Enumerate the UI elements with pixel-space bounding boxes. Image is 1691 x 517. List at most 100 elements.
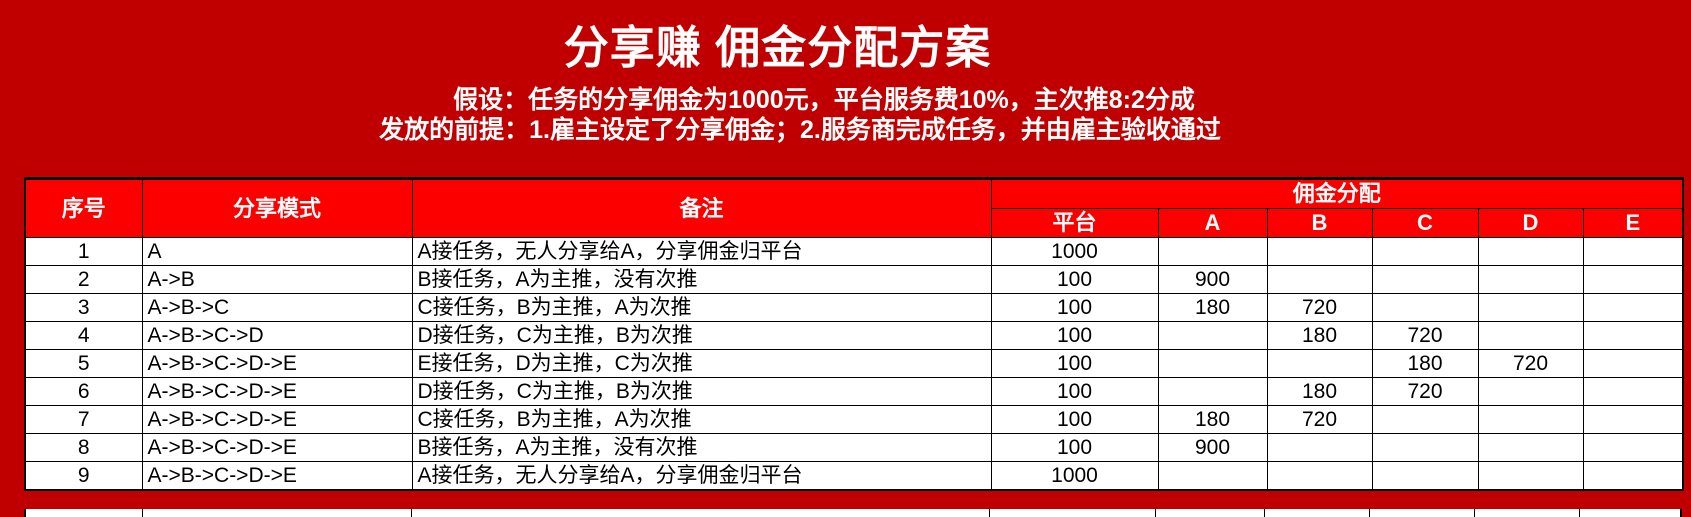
row-index-cell: 8 (24, 433, 143, 462)
platform-amount-cell: 1000 (990, 461, 1159, 491)
next-row-stub-cell (1156, 509, 1265, 517)
header-index: 序号 (24, 178, 143, 238)
remark-cell: A接任务，无人分享给A，分享佣金归平台 (411, 237, 992, 266)
a-amount-cell (1157, 377, 1268, 406)
share-mode-cell: A->B->C->D (141, 321, 413, 350)
d-amount-cell (1477, 433, 1584, 462)
header-d: D (1477, 208, 1584, 238)
row-index-cell: 9 (24, 461, 143, 491)
e-amount-cell (1582, 377, 1684, 406)
row-index-cell: 2 (24, 265, 143, 294)
share-mode-cell: A->B->C->D->E (141, 405, 413, 434)
b-amount-cell: 720 (1266, 405, 1373, 434)
d-amount-cell: 720 (1477, 349, 1584, 378)
table-header: 序号 分享模式 备注 佣金分配 平台 A B C D E (24, 178, 1684, 238)
table-row: 5 A->B->C->D->E E接任务，D为主推，C为次推 100 180 720 (24, 349, 1684, 378)
header-platform: 平台 (990, 208, 1159, 238)
a-amount-cell (1157, 237, 1268, 266)
remark-cell: D接任务，C为主推，B为次推 (411, 377, 992, 406)
platform-amount-cell: 100 (990, 321, 1159, 350)
d-amount-cell (1477, 405, 1584, 434)
e-amount-cell (1582, 293, 1684, 322)
table-body: 1 A A接任务，无人分享给A，分享佣金归平台 1000 2 A->B B接任务，A为主推，… (24, 237, 1684, 491)
e-amount-cell (1582, 321, 1684, 350)
platform-amount-cell: 1000 (990, 237, 1159, 266)
a-amount-cell: 900 (1157, 433, 1268, 462)
d-amount-cell (1477, 293, 1584, 322)
c-amount-cell: 180 (1371, 349, 1479, 378)
precondition-text: 发放的前提：1.雇主设定了分享佣金；2.服务商完成任务，并由雇主验收通过 (379, 116, 1221, 144)
table-row: 1 A A接任务，无人分享给A，分享佣金归平台 1000 (24, 237, 1684, 266)
b-amount-cell (1266, 237, 1373, 266)
share-mode-cell: A->B (141, 265, 413, 294)
header-share-mode: 分享模式 (141, 178, 413, 238)
page-title: 分享赚 佣金分配方案 (563, 22, 992, 73)
table-row: 7 A->B->C->D->E C接任务，B为主推，A为次推 100 180 720 (24, 405, 1684, 434)
c-amount-cell (1371, 433, 1479, 462)
row-index-cell: 1 (24, 237, 143, 266)
next-row-stub-cell (412, 509, 990, 517)
header-a: A (1157, 208, 1268, 238)
c-amount-cell (1371, 405, 1479, 434)
d-amount-cell (1477, 321, 1584, 350)
header-c: C (1371, 208, 1479, 238)
platform-amount-cell: 100 (990, 433, 1159, 462)
e-amount-cell (1582, 405, 1684, 434)
b-amount-cell (1266, 265, 1373, 294)
d-amount-cell (1477, 461, 1584, 491)
remark-cell: D接任务，C为主推，B为次推 (411, 321, 992, 350)
a-amount-cell: 180 (1157, 405, 1268, 434)
share-mode-cell: A (141, 237, 413, 266)
row-index-cell: 7 (24, 405, 143, 434)
next-row-stub-cell (26, 509, 143, 517)
d-amount-cell (1477, 265, 1584, 294)
share-mode-cell: A->B->C->D->E (141, 377, 413, 406)
b-amount-cell: 720 (1266, 293, 1373, 322)
share-mode-cell: A->B->C (141, 293, 413, 322)
c-amount-cell (1371, 461, 1479, 491)
row-index-cell: 3 (24, 293, 143, 322)
platform-amount-cell: 100 (990, 405, 1159, 434)
row-index-cell: 5 (24, 349, 143, 378)
row-index-cell: 6 (24, 377, 143, 406)
header-row-sub: 平台 A B C D E (25, 208, 1684, 238)
remark-cell: C接任务，B为主推，A为次推 (411, 405, 992, 434)
remark-cell: A接任务，无人分享给A，分享佣金归平台 (411, 461, 992, 491)
next-row-stub-cell (1475, 509, 1581, 517)
a-amount-cell: 180 (1157, 293, 1268, 322)
e-amount-cell (1582, 461, 1684, 491)
platform-amount-cell: 100 (990, 377, 1159, 406)
a-amount-cell: 900 (1157, 265, 1268, 294)
share-mode-cell: A->B->C->D->E (141, 433, 413, 462)
d-amount-cell (1477, 237, 1584, 266)
next-row-stub-cell (143, 509, 413, 517)
table-row: 3 A->B->C C接任务，B为主推，A为次推 100 180 720 (24, 293, 1684, 322)
share-mode-cell: A->B->C->D->E (141, 349, 413, 378)
e-amount-cell (1582, 349, 1684, 378)
b-amount-cell: 180 (1266, 321, 1373, 350)
platform-amount-cell: 100 (990, 265, 1159, 294)
e-amount-cell (1582, 433, 1684, 462)
a-amount-cell (1157, 461, 1268, 491)
e-amount-cell (1582, 237, 1684, 266)
header-commission-group: 佣金分配 (990, 178, 1684, 209)
b-amount-cell (1266, 461, 1373, 491)
header-remark: 备注 (411, 178, 992, 238)
c-amount-cell: 720 (1371, 377, 1479, 406)
c-amount-cell (1371, 265, 1479, 294)
remark-cell: E接任务，D为主推，C为次推 (411, 349, 992, 378)
assumption-text: 假设：任务的分享佣金为1000元，平台服务费10%，主次推8:2分成 (453, 86, 1195, 114)
next-row-stub-cell (1580, 509, 1680, 517)
b-amount-cell (1266, 349, 1373, 378)
next-row-stub-cell (1370, 509, 1476, 517)
table-row: 8 A->B->C->D->E B接任务，A为主推，没有次推 100 900 (24, 433, 1684, 462)
table-row: 6 A->B->C->D->E D接任务，C为主推，B为次推 100 180 720 (24, 377, 1684, 406)
d-amount-cell (1477, 377, 1584, 406)
next-row-stub-cell (990, 509, 1157, 517)
next-row-stub-cell (1265, 509, 1370, 517)
table-row: 9 A->B->C->D->E A接任务，无人分享给A，分享佣金归平台 1000 (24, 461, 1684, 491)
platform-amount-cell: 100 (990, 349, 1159, 378)
c-amount-cell (1371, 293, 1479, 322)
table-row: 4 A->B->C->D D接任务，C为主推，B为次推 100 180 720 (24, 321, 1684, 350)
